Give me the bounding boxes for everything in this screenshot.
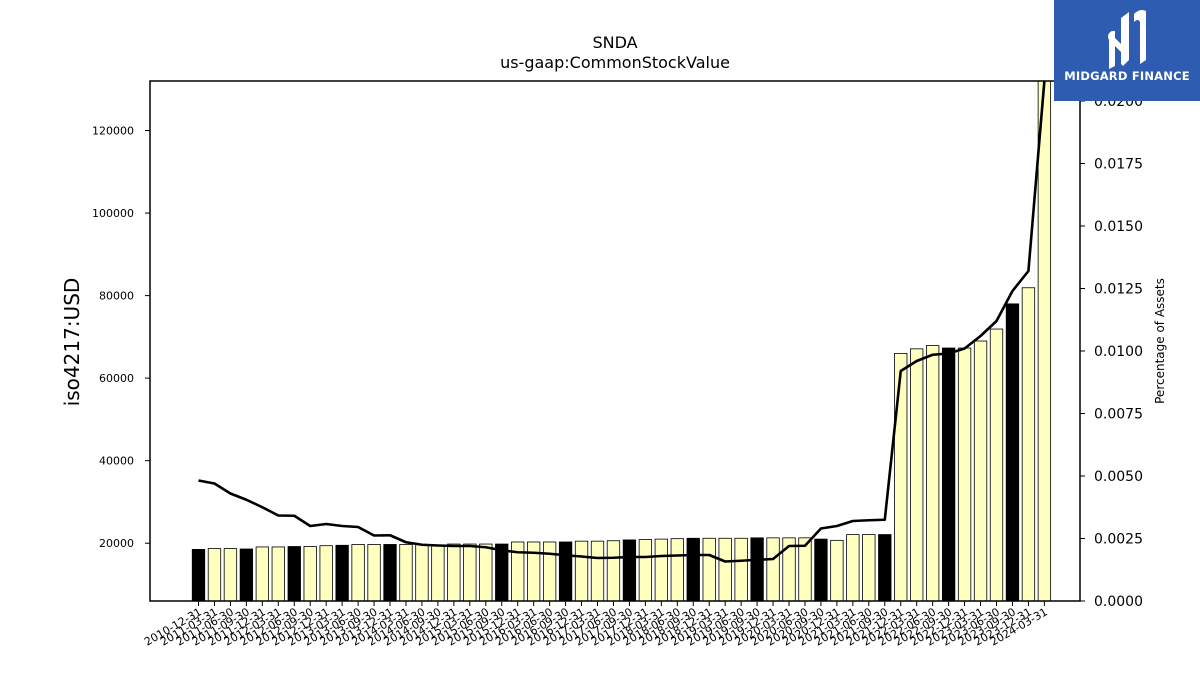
bar-2017-03-31 — [590, 540, 605, 602]
bar-2020-09-30 — [814, 538, 828, 602]
y2-tick-label: 0.0000 — [1094, 594, 1143, 610]
bar-2011-09-30 — [239, 548, 254, 602]
bar-2015-03-31 — [463, 543, 477, 602]
axes: 20000 40000 60000 80000 100000 120000 0.0000 0.… — [92, 80, 1143, 649]
bar-2019-09-30 — [750, 537, 764, 602]
y-tick-label: 60000 — [99, 372, 134, 385]
bar-2021-12-31 — [894, 352, 908, 602]
bar-2016-06-30 — [542, 541, 557, 602]
bar-2017-09-30 — [622, 539, 637, 602]
bar-2024-03-31 — [1037, 80, 1052, 602]
bar-2014-03-31 — [399, 544, 413, 602]
bar-2011-12-31 — [255, 546, 269, 602]
bar-2014-06-30 — [415, 544, 429, 602]
bar-2013-12-31 — [383, 544, 397, 602]
bar-2019-12-31 — [766, 537, 780, 602]
bar-2012-03-31 — [271, 546, 285, 602]
bar-2022-06-30 — [926, 345, 940, 602]
bar-2011-06-30 — [223, 548, 238, 602]
y-tick-label: 100000 — [92, 207, 134, 220]
bar-2023-03-31 — [973, 340, 988, 602]
bar-2021-06-30 — [862, 534, 876, 602]
bar-2011-03-31 — [207, 548, 222, 602]
y2-tick-label: 0.0075 — [1094, 407, 1143, 423]
line-layer — [198, 80, 1046, 563]
chart-subtitle: us-gaap:CommonStockValue — [500, 53, 730, 72]
y2-tick-label: 0.0100 — [1094, 344, 1143, 360]
bar-2020-06-30 — [798, 537, 812, 602]
y-tick-label: 80000 — [99, 290, 134, 303]
bar-2023-06-30 — [989, 328, 1004, 602]
bar-2012-12-31 — [319, 545, 333, 602]
logo-background — [1054, 0, 1200, 101]
bar-2022-03-31 — [910, 348, 924, 602]
bar-2017-06-30 — [606, 540, 621, 602]
bar-2016-12-31 — [574, 540, 589, 602]
y-tick-label: 120000 — [92, 125, 134, 138]
y-tick-label: 20000 — [99, 537, 134, 550]
bar-2018-03-31 — [654, 538, 668, 602]
bar-2019-06-30 — [734, 537, 748, 602]
chart-title: SNDA — [592, 33, 637, 52]
bar-2022-09-30 — [941, 347, 956, 602]
bar-2012-09-30 — [303, 546, 317, 602]
bars — [191, 80, 1052, 602]
bar-2016-03-31 — [527, 541, 541, 602]
bar-2010-12-31 — [191, 549, 206, 602]
percentage-of-assets-line — [198, 80, 1046, 563]
y2-tick-label: 0.0025 — [1094, 532, 1143, 548]
midgard-finance-logo: MIDGARD FINANCE — [1054, 0, 1200, 101]
bar-2022-12-31 — [957, 347, 972, 602]
bar-2016-09-30 — [558, 541, 573, 602]
bar-2018-09-30 — [686, 537, 700, 602]
bar-2013-09-30 — [367, 544, 381, 602]
bar-2012-06-30 — [287, 546, 301, 602]
logo-text: MIDGARD FINANCE — [1064, 69, 1190, 83]
y2-tick-label: 0.0125 — [1094, 282, 1143, 298]
y2-tick-label: 0.0150 — [1094, 219, 1143, 235]
bar-2013-06-30 — [351, 544, 365, 602]
y2-tick-label: 0.0175 — [1094, 157, 1143, 173]
bar-2023-09-30 — [1005, 303, 1020, 602]
plot-frame — [149, 80, 1081, 602]
y-axis-label: iso4217:USD — [60, 278, 84, 407]
bar-2018-12-31 — [702, 537, 716, 602]
bar-2019-03-31 — [718, 537, 732, 602]
y-tick-label: 40000 — [99, 455, 134, 468]
logo-mark-icon — [1108, 10, 1146, 69]
bar-2014-09-30 — [431, 544, 445, 602]
bar-2015-06-30 — [479, 543, 493, 602]
y2-axis-label: Percentage of Assets — [1153, 278, 1167, 404]
bar-2015-09-30 — [495, 543, 509, 602]
bar-2023-12-31 — [1021, 287, 1036, 602]
bar-2017-12-31 — [638, 539, 653, 602]
bar-2021-03-31 — [846, 534, 860, 602]
bar-2018-06-30 — [670, 538, 684, 602]
bar-2021-09-30 — [878, 534, 892, 602]
y2-tick-label: 0.0050 — [1094, 469, 1143, 485]
bar-2014-12-31 — [447, 543, 461, 602]
bar-2020-12-31 — [830, 539, 844, 602]
bar-2013-03-31 — [335, 544, 349, 602]
